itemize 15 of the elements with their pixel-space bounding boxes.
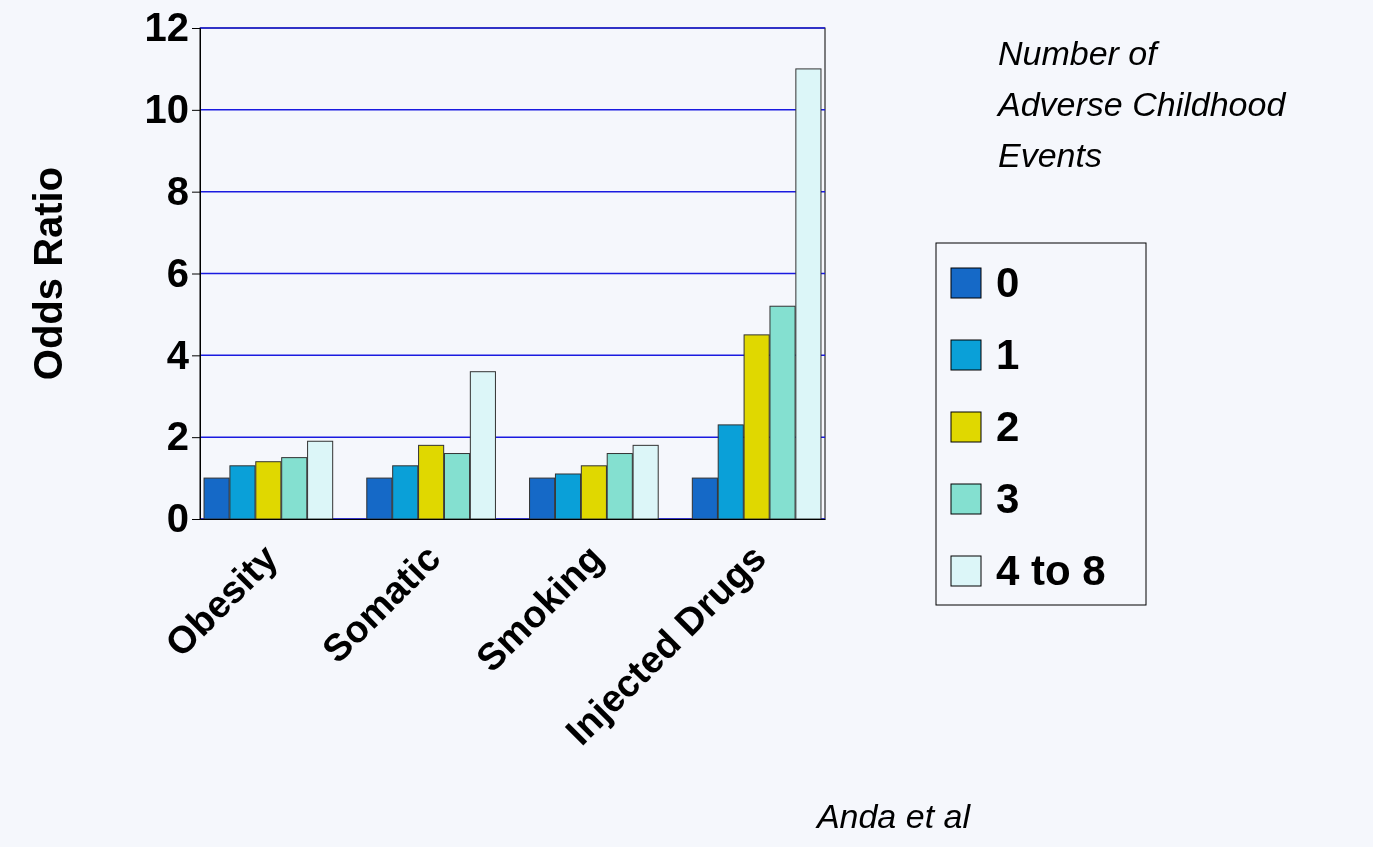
text: Anda et al: [814, 797, 972, 835]
legend-label: 1: [996, 331, 1020, 378]
legend-label: 3: [996, 475, 1020, 522]
y-axis-title: Odds Ratio: [26, 166, 70, 381]
y-tick-label: 2: [166, 414, 189, 459]
y-tick-label: 12: [144, 5, 189, 50]
legend-label: 0: [996, 259, 1020, 306]
y-tick-label: 10: [144, 87, 189, 132]
y-tick-label: 0: [166, 496, 189, 541]
y-tick-label: 6: [166, 250, 189, 295]
y-tick-label: 8: [166, 168, 189, 213]
legend-label: 4 to 8: [996, 547, 1106, 594]
legend-title: Number of Adverse Childhood Events: [996, 34, 1287, 174]
legend-label: 2: [996, 403, 1020, 450]
y-tick-label: 4: [166, 332, 190, 377]
